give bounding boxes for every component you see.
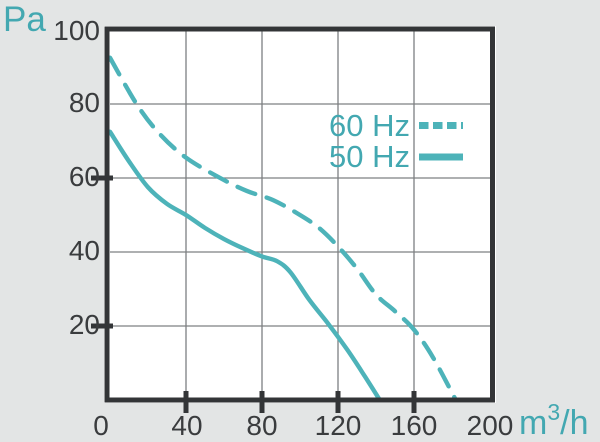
y-tick-label-40: 40 [68, 235, 100, 266]
legend-label-60hz: 60 Hz [329, 108, 410, 143]
x-tick-label-120: 120 [314, 410, 362, 441]
data-curves [107, 55, 458, 403]
x-tick-label-80: 80 [246, 410, 278, 441]
axis-tick-marks [91, 175, 417, 413]
gridlines [110, 30, 490, 400]
x-unit-exponent: 3 [547, 399, 561, 425]
curve-60hz [107, 55, 458, 403]
legend-label-50hz: 50 Hz [329, 139, 410, 174]
y-axis-unit-label: Pa [3, 0, 46, 39]
curve-50hz [107, 129, 382, 403]
x-axis-unit-label: m3/h [519, 401, 589, 442]
y-tick-label-80: 80 [68, 87, 100, 118]
x-tick-label-160: 160 [390, 410, 438, 441]
x-unit-rest: /h [560, 404, 589, 442]
y-tick-label-100: 100 [53, 15, 100, 46]
legend-line-samples [419, 122, 463, 161]
x-unit-base: m [519, 404, 548, 442]
y-tick-label-60: 60 [68, 161, 100, 192]
x-tick-label-200: 200 [466, 410, 514, 441]
y-tick-label-20: 20 [68, 309, 100, 340]
x-tick-label-0: 0 [93, 410, 109, 441]
x-tick-label-40: 40 [171, 410, 203, 441]
axes-border [104, 26, 495, 403]
